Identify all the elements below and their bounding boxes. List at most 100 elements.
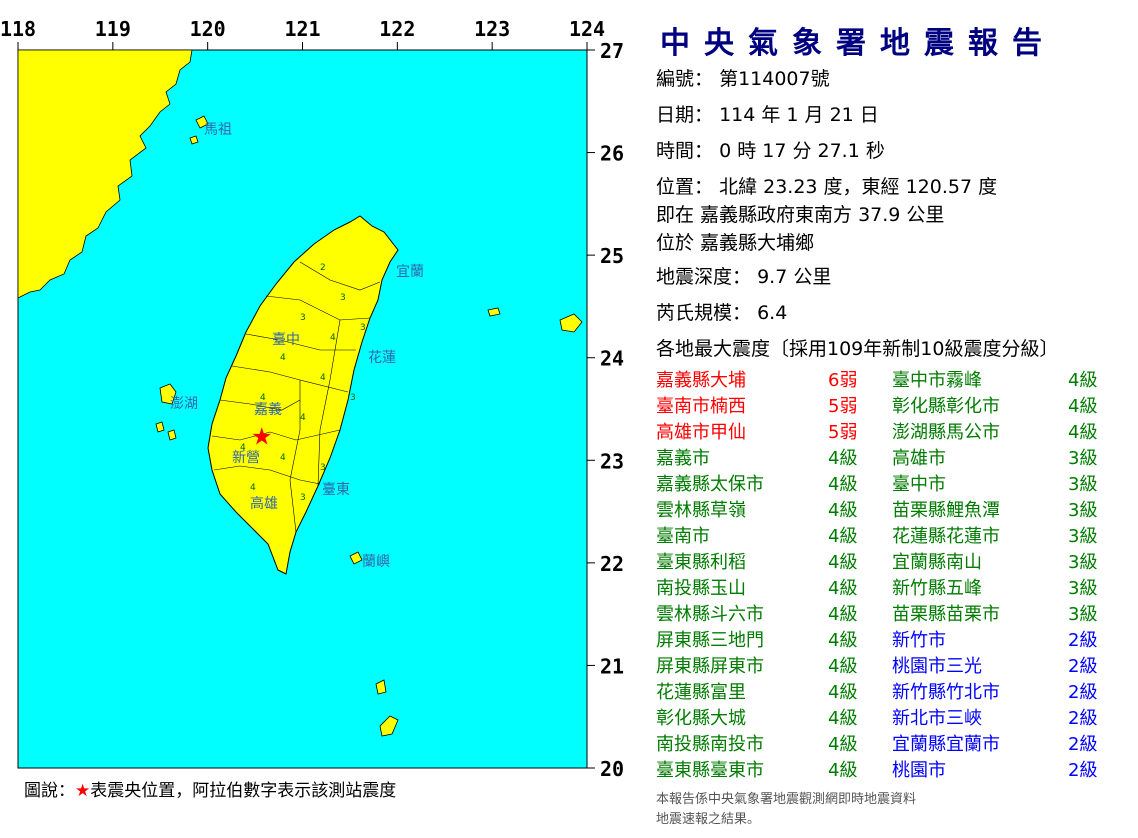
intensity-row: 臺東縣臺東市 4級 桃園市 2級 xyxy=(656,756,1126,782)
report-title: 中央氣象署地震報告 xyxy=(660,26,1056,61)
lon-tick-label: 119 xyxy=(95,17,131,41)
location-label: 位置： xyxy=(656,176,714,198)
intensity-row: 雲林縣草嶺 4級 苗栗縣鯉魚潭 3級 xyxy=(656,496,1126,522)
number-label: 編號： xyxy=(656,68,714,90)
station-name: 高雄市 xyxy=(892,448,946,469)
station-intensity: 6弱 xyxy=(828,370,858,391)
lon-tick-label: 118 xyxy=(0,17,36,41)
relative-location: 即在 嘉義縣政府東南方 37.9 公里 xyxy=(656,204,945,226)
county-boundaries xyxy=(211,261,381,533)
number-value: 第114007號 xyxy=(719,68,830,90)
svg-text:3: 3 xyxy=(300,493,306,503)
report-location: 位置： 北緯 23.23 度，東經 120.57 度 xyxy=(656,172,997,199)
station-intensity: 4級 xyxy=(1068,370,1098,391)
station-intensity: 3級 xyxy=(1068,604,1098,625)
station-markers: 2 3 3 4 4 4 4 4 4 4 3 4 3 3 3 xyxy=(240,263,366,503)
time-label: 時間： xyxy=(656,140,714,162)
station-intensity: 5弱 xyxy=(828,396,858,417)
place-label: 高雄 xyxy=(250,495,278,512)
station-name: 新竹縣五峰 xyxy=(892,578,982,599)
svg-text:4: 4 xyxy=(280,353,286,363)
station-intensity: 4級 xyxy=(828,630,858,651)
place-label: 澎湖 xyxy=(170,396,198,412)
station-intensity: 4級 xyxy=(828,734,858,755)
station-intensity: 4級 xyxy=(828,448,858,469)
station-intensity: 2級 xyxy=(1068,734,1098,755)
station-name: 澎湖縣馬公市 xyxy=(892,422,1000,443)
intensity-row: 屏東縣三地門 4級 新竹市 2級 xyxy=(656,626,1126,652)
mainland-china xyxy=(17,49,193,299)
caption-prefix: 圖說： xyxy=(24,781,75,801)
station-name: 屏東縣屏東市 xyxy=(656,656,764,677)
time-value: 0 時 17 分 27.1 秒 xyxy=(719,140,885,162)
station-intensity: 4級 xyxy=(828,656,858,677)
epicenter-legend-star-icon: ★ xyxy=(75,781,91,801)
intensity-row: 南投縣南投市 4級 宜蘭縣宜蘭市 2級 xyxy=(656,730,1126,756)
station-name: 臺中市霧峰 xyxy=(892,370,982,391)
report-date: 日期： 114 年 1 月 21 日 xyxy=(656,100,879,127)
station-intensity: 2級 xyxy=(1068,656,1098,677)
intensity-row: 臺東縣利稻 4級 宜蘭縣南山 3級 xyxy=(656,548,1126,574)
station-name: 雲林縣草嶺 xyxy=(656,500,746,521)
longitude-axis: 118 119 120 121 122 123 124 xyxy=(0,17,605,50)
note-line-2: 地震速報之結果。 xyxy=(656,812,761,827)
station-intensity: 4級 xyxy=(828,760,858,781)
lanyu-island xyxy=(349,551,363,565)
lon-tick-label: 123 xyxy=(474,17,510,41)
station-intensity: 4級 xyxy=(828,578,858,599)
intensity-row: 屏東縣屏東市 4級 桃園市三光 2級 xyxy=(656,652,1126,678)
batanes-island xyxy=(379,715,399,737)
station-name: 苗栗縣鯉魚潭 xyxy=(892,500,1000,521)
station-name: 嘉義縣太保市 xyxy=(656,474,764,495)
magnitude-label: 芮氏規模： xyxy=(656,302,752,324)
station-intensity: 3級 xyxy=(1068,578,1098,599)
place-label: 花蓮 xyxy=(368,350,396,366)
svg-text:2: 2 xyxy=(320,263,326,273)
station-name: 新竹縣竹北市 xyxy=(892,682,1000,703)
svg-text:3: 3 xyxy=(320,463,326,473)
station-name: 桃園市 xyxy=(892,760,946,781)
station-name: 彰化縣彰化市 xyxy=(892,396,1000,417)
lat-tick-label: 21 xyxy=(600,654,624,678)
intensity-row: 嘉義市 4級 高雄市 3級 xyxy=(656,444,1126,470)
report-time: 時間： 0 時 17 分 27.1 秒 xyxy=(656,136,885,163)
station-name: 臺南市楠西 xyxy=(656,396,746,417)
station-intensity: 2級 xyxy=(1068,708,1098,729)
penghu-islands xyxy=(155,383,177,441)
report-magnitude: 芮氏規模： 6.4 xyxy=(656,298,787,325)
station-name: 苗栗縣苗栗市 xyxy=(892,604,1000,625)
svg-text:3: 3 xyxy=(350,393,356,403)
lat-tick-label: 26 xyxy=(600,142,624,166)
place-label: 馬祖 xyxy=(204,122,232,138)
station-intensity: 4級 xyxy=(828,708,858,729)
station-intensity: 4級 xyxy=(828,604,858,625)
station-intensity: 2級 xyxy=(1068,760,1098,781)
svg-text:4: 4 xyxy=(240,443,246,453)
station-name: 花蓮縣富里 xyxy=(656,682,746,703)
intensity-row: 臺南市楠西 5弱 彰化縣彰化市 4級 xyxy=(656,392,1126,418)
station-name: 屏東縣三地門 xyxy=(656,630,764,651)
svg-text:4: 4 xyxy=(260,393,266,403)
place-label: 新營 xyxy=(232,450,260,466)
lat-tick-label: 25 xyxy=(600,244,624,268)
intensity-row: 臺南市 4級 花蓮縣花蓮市 3級 xyxy=(656,522,1126,548)
station-name: 桃園市三光 xyxy=(892,656,982,677)
station-name: 宜蘭縣宜蘭市 xyxy=(892,734,1000,755)
station-name: 彰化縣大城 xyxy=(656,708,746,729)
batanes-island xyxy=(375,679,387,695)
location-value: 北緯 23.23 度，東經 120.57 度 xyxy=(719,176,998,198)
station-intensity: 5弱 xyxy=(828,422,858,443)
lat-tick-label: 27 xyxy=(600,39,624,63)
station-intensity: 3級 xyxy=(1068,526,1098,547)
place-label: 宜蘭 xyxy=(396,264,424,280)
svg-text:4: 4 xyxy=(330,333,336,343)
intensity-row: 彰化縣大城 4級 新北市三峽 2級 xyxy=(656,704,1126,730)
magnitude-value: 6.4 xyxy=(757,302,788,324)
date-label: 日期： xyxy=(656,104,714,126)
report-note: 本報告係中央氣象署地震觀測網即時地震資料 地震速報之結果。 xyxy=(656,790,1116,830)
lon-tick-label: 120 xyxy=(190,17,226,41)
epicenter-star-icon: ★ xyxy=(251,423,273,451)
station-name: 南投縣南投市 xyxy=(656,734,764,755)
latitude-axis: 27 26 25 24 23 22 21 20 xyxy=(587,39,624,781)
